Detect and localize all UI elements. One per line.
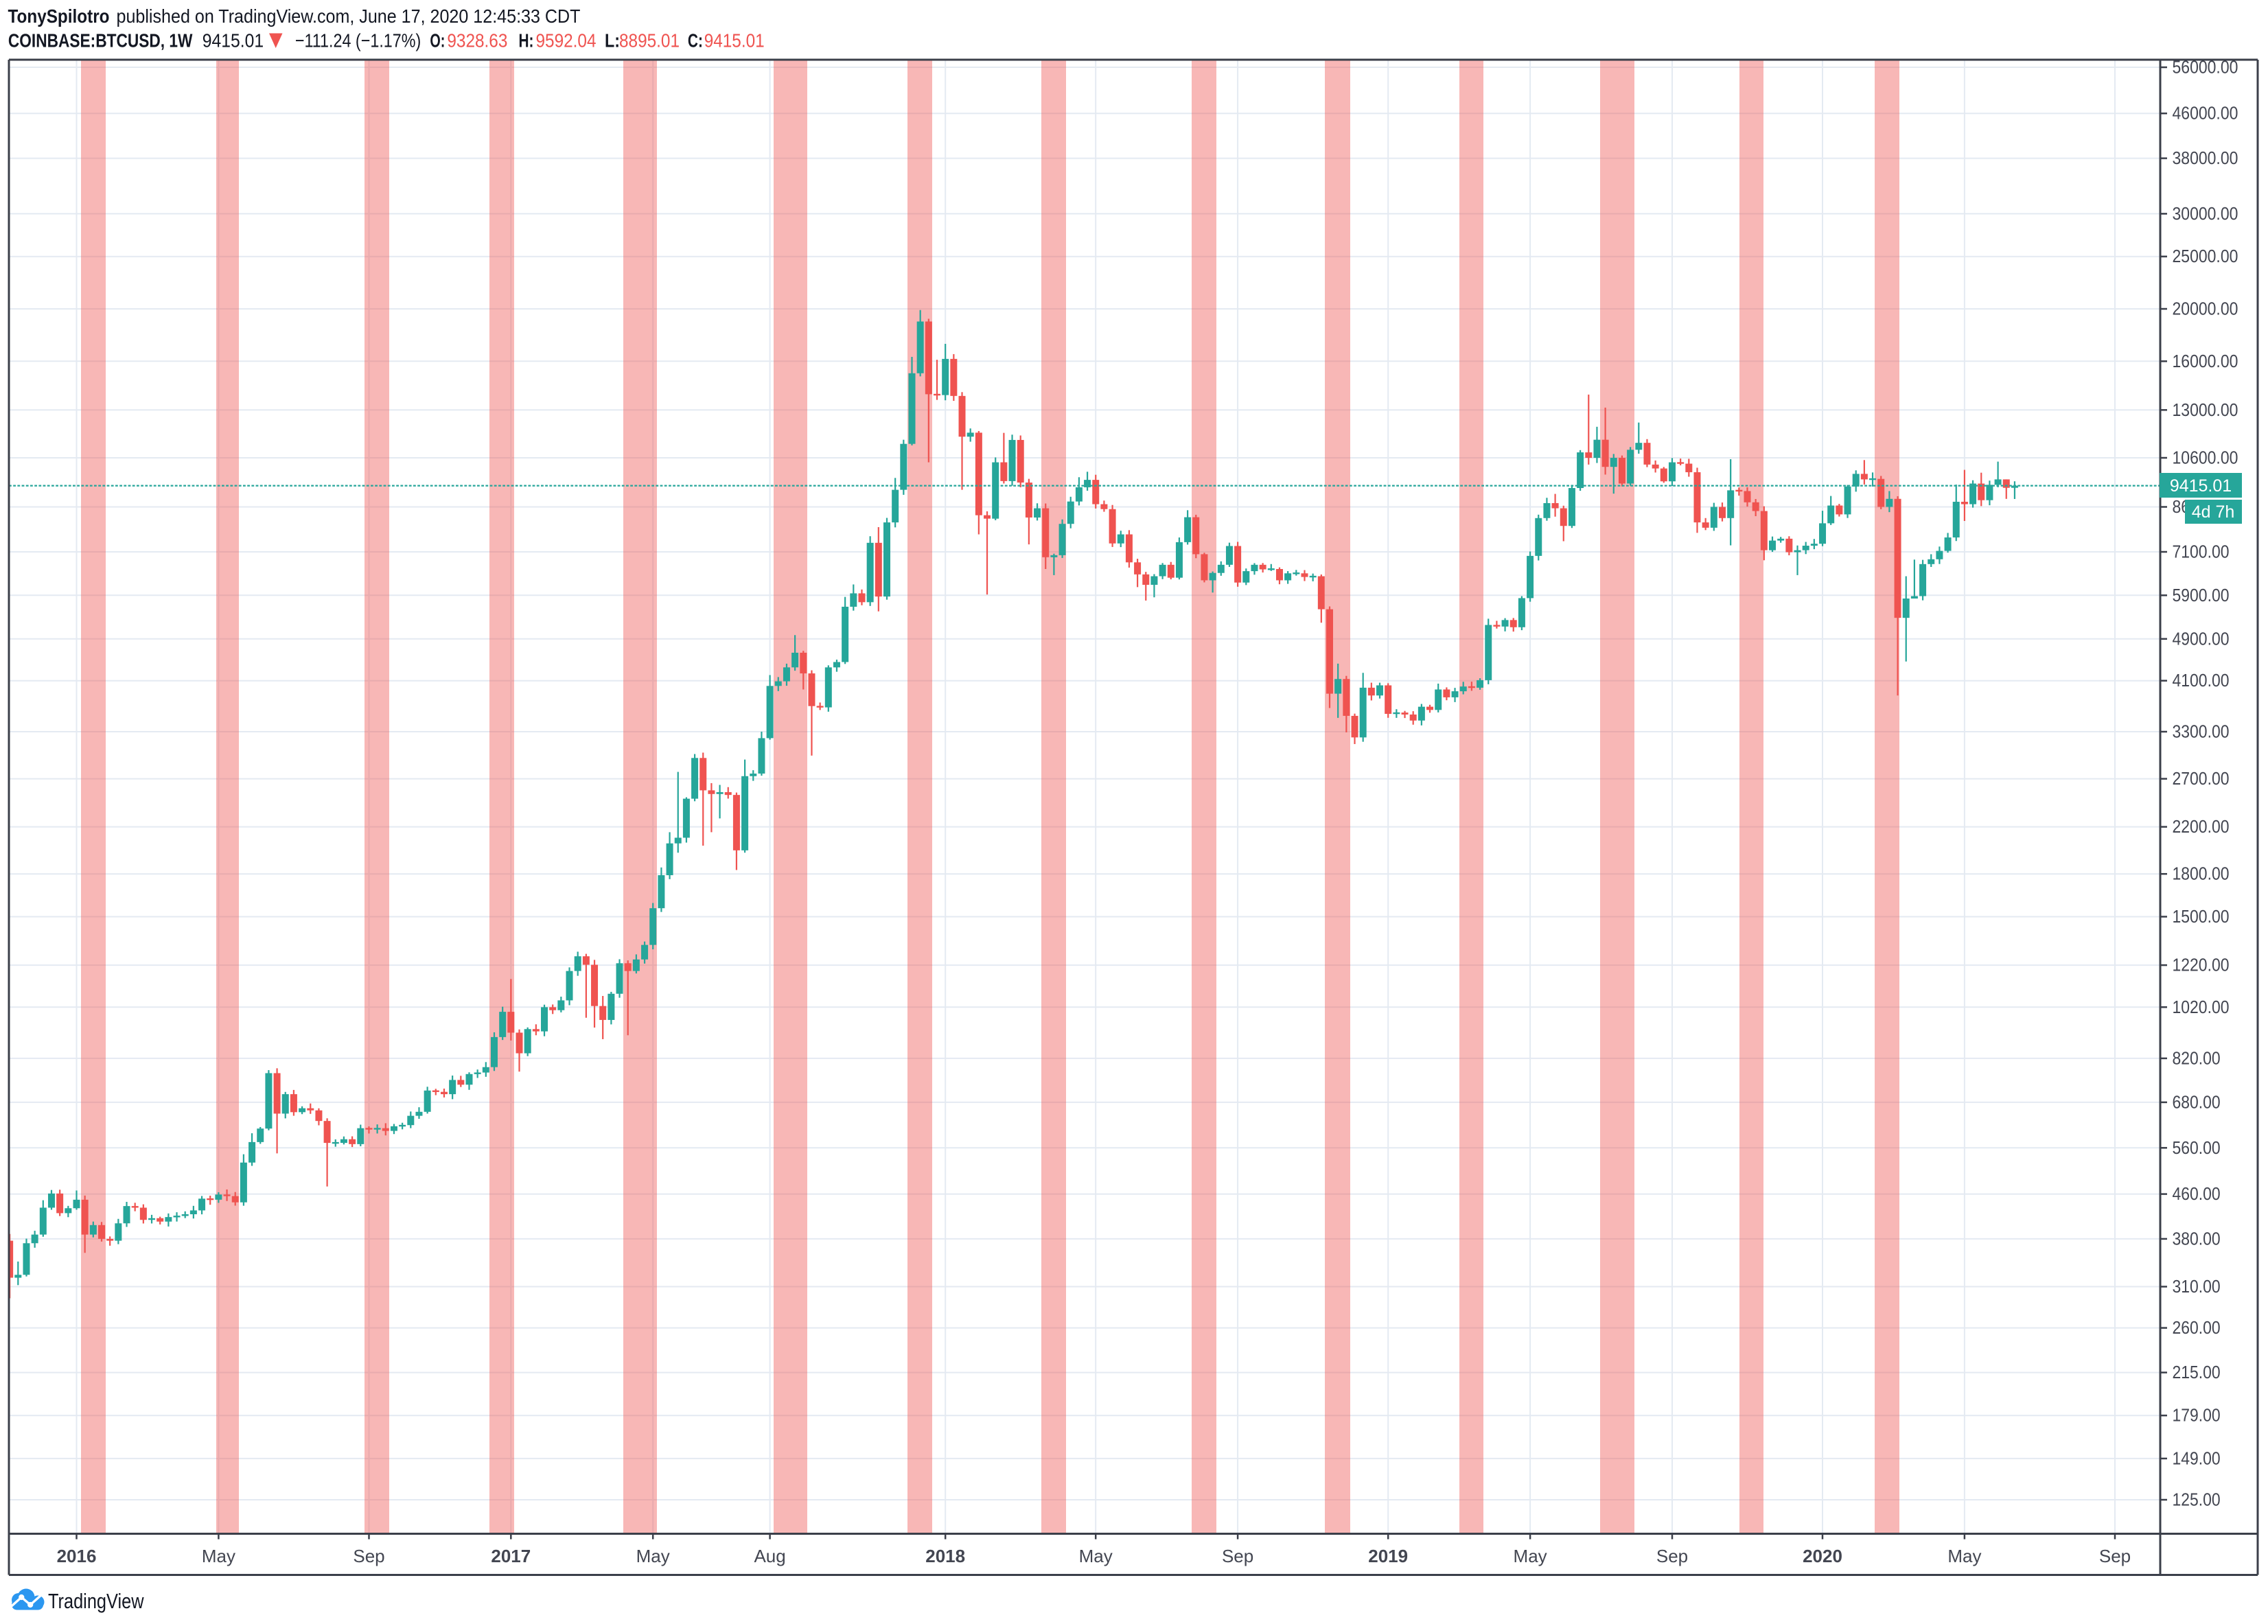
svg-text:C:: C: bbox=[688, 30, 703, 51]
svg-text:2017: 2017 bbox=[491, 1546, 531, 1566]
svg-text:680.00: 680.00 bbox=[2173, 1093, 2221, 1112]
svg-text:460.00: 460.00 bbox=[2173, 1185, 2221, 1204]
svg-text:260.00: 260.00 bbox=[2173, 1319, 2221, 1338]
svg-text:46000.00: 46000.00 bbox=[2173, 104, 2238, 124]
svg-text:O:: O: bbox=[430, 30, 445, 51]
svg-text:Sep: Sep bbox=[1656, 1546, 1688, 1566]
svg-text:1800.00: 1800.00 bbox=[2173, 865, 2230, 884]
svg-text:May: May bbox=[1514, 1546, 1547, 1566]
svg-text:9415.01: 9415.01 bbox=[2170, 476, 2232, 496]
svg-text:310.00: 310.00 bbox=[2173, 1277, 2221, 1297]
svg-text:May: May bbox=[202, 1546, 235, 1566]
svg-text:380.00: 380.00 bbox=[2173, 1229, 2221, 1249]
svg-text:56000.00: 56000.00 bbox=[2173, 58, 2238, 78]
svg-text:38000.00: 38000.00 bbox=[2173, 149, 2238, 168]
svg-text:8895.01: 8895.01 bbox=[619, 30, 680, 51]
svg-text:May: May bbox=[1947, 1546, 1981, 1566]
svg-text:2700.00: 2700.00 bbox=[2173, 769, 2230, 789]
svg-text:Sep: Sep bbox=[353, 1546, 384, 1566]
svg-text:179.00: 179.00 bbox=[2173, 1406, 2221, 1426]
svg-text:Aug: Aug bbox=[754, 1546, 785, 1566]
svg-text:149.00: 149.00 bbox=[2173, 1449, 2221, 1468]
svg-text:4900.00: 4900.00 bbox=[2173, 629, 2230, 649]
svg-text:H:: H: bbox=[519, 30, 534, 51]
svg-text:16000.00: 16000.00 bbox=[2173, 352, 2238, 371]
svg-text:May: May bbox=[636, 1546, 670, 1566]
svg-text:2020: 2020 bbox=[1803, 1546, 1842, 1566]
svg-text:820.00: 820.00 bbox=[2173, 1049, 2221, 1068]
svg-text:3300.00: 3300.00 bbox=[2173, 723, 2230, 742]
svg-text:COINBASE:BTCUSD, 1W: COINBASE:BTCUSD, 1W bbox=[8, 30, 193, 51]
svg-text:Sep: Sep bbox=[1222, 1546, 1253, 1566]
svg-text:1500.00: 1500.00 bbox=[2173, 907, 2230, 927]
svg-text:2019: 2019 bbox=[1368, 1546, 1408, 1566]
svg-text:5900.00: 5900.00 bbox=[2173, 586, 2230, 605]
svg-text:1020.00: 1020.00 bbox=[2173, 998, 2230, 1017]
svg-text:TonySpilotro: TonySpilotro bbox=[8, 5, 110, 27]
svg-text:9415.01: 9415.01 bbox=[202, 30, 264, 51]
svg-text:2016: 2016 bbox=[57, 1546, 97, 1566]
svg-text:9415.01: 9415.01 bbox=[704, 30, 765, 51]
svg-text:125.00: 125.00 bbox=[2173, 1491, 2221, 1510]
svg-text:−111.24 (−1.17%): −111.24 (−1.17%) bbox=[295, 30, 421, 51]
svg-text:9592.04: 9592.04 bbox=[536, 30, 597, 51]
svg-text:1220.00: 1220.00 bbox=[2173, 956, 2230, 975]
svg-text:9328.63: 9328.63 bbox=[447, 30, 507, 51]
svg-text:L:: L: bbox=[605, 30, 620, 51]
svg-text:published on TradingView.com,: published on TradingView.com, June 17, 2… bbox=[117, 5, 581, 27]
svg-text:560.00: 560.00 bbox=[2173, 1139, 2221, 1158]
svg-text:25000.00: 25000.00 bbox=[2173, 247, 2238, 266]
svg-text:30000.00: 30000.00 bbox=[2173, 205, 2238, 224]
svg-text:13000.00: 13000.00 bbox=[2173, 401, 2238, 420]
svg-text:215.00: 215.00 bbox=[2173, 1363, 2221, 1382]
svg-text:4100.00: 4100.00 bbox=[2173, 671, 2230, 691]
svg-text:10600.00: 10600.00 bbox=[2173, 449, 2238, 468]
svg-text:7100.00: 7100.00 bbox=[2173, 543, 2230, 562]
svg-text:2200.00: 2200.00 bbox=[2173, 817, 2230, 837]
svg-text:TradingView: TradingView bbox=[48, 1589, 144, 1613]
svg-text:20000.00: 20000.00 bbox=[2173, 300, 2238, 319]
svg-text:Sep: Sep bbox=[2099, 1546, 2131, 1566]
svg-text:4d 7h: 4d 7h bbox=[2192, 502, 2235, 522]
svg-text:May: May bbox=[1079, 1546, 1113, 1566]
svg-text:2018: 2018 bbox=[925, 1546, 965, 1566]
